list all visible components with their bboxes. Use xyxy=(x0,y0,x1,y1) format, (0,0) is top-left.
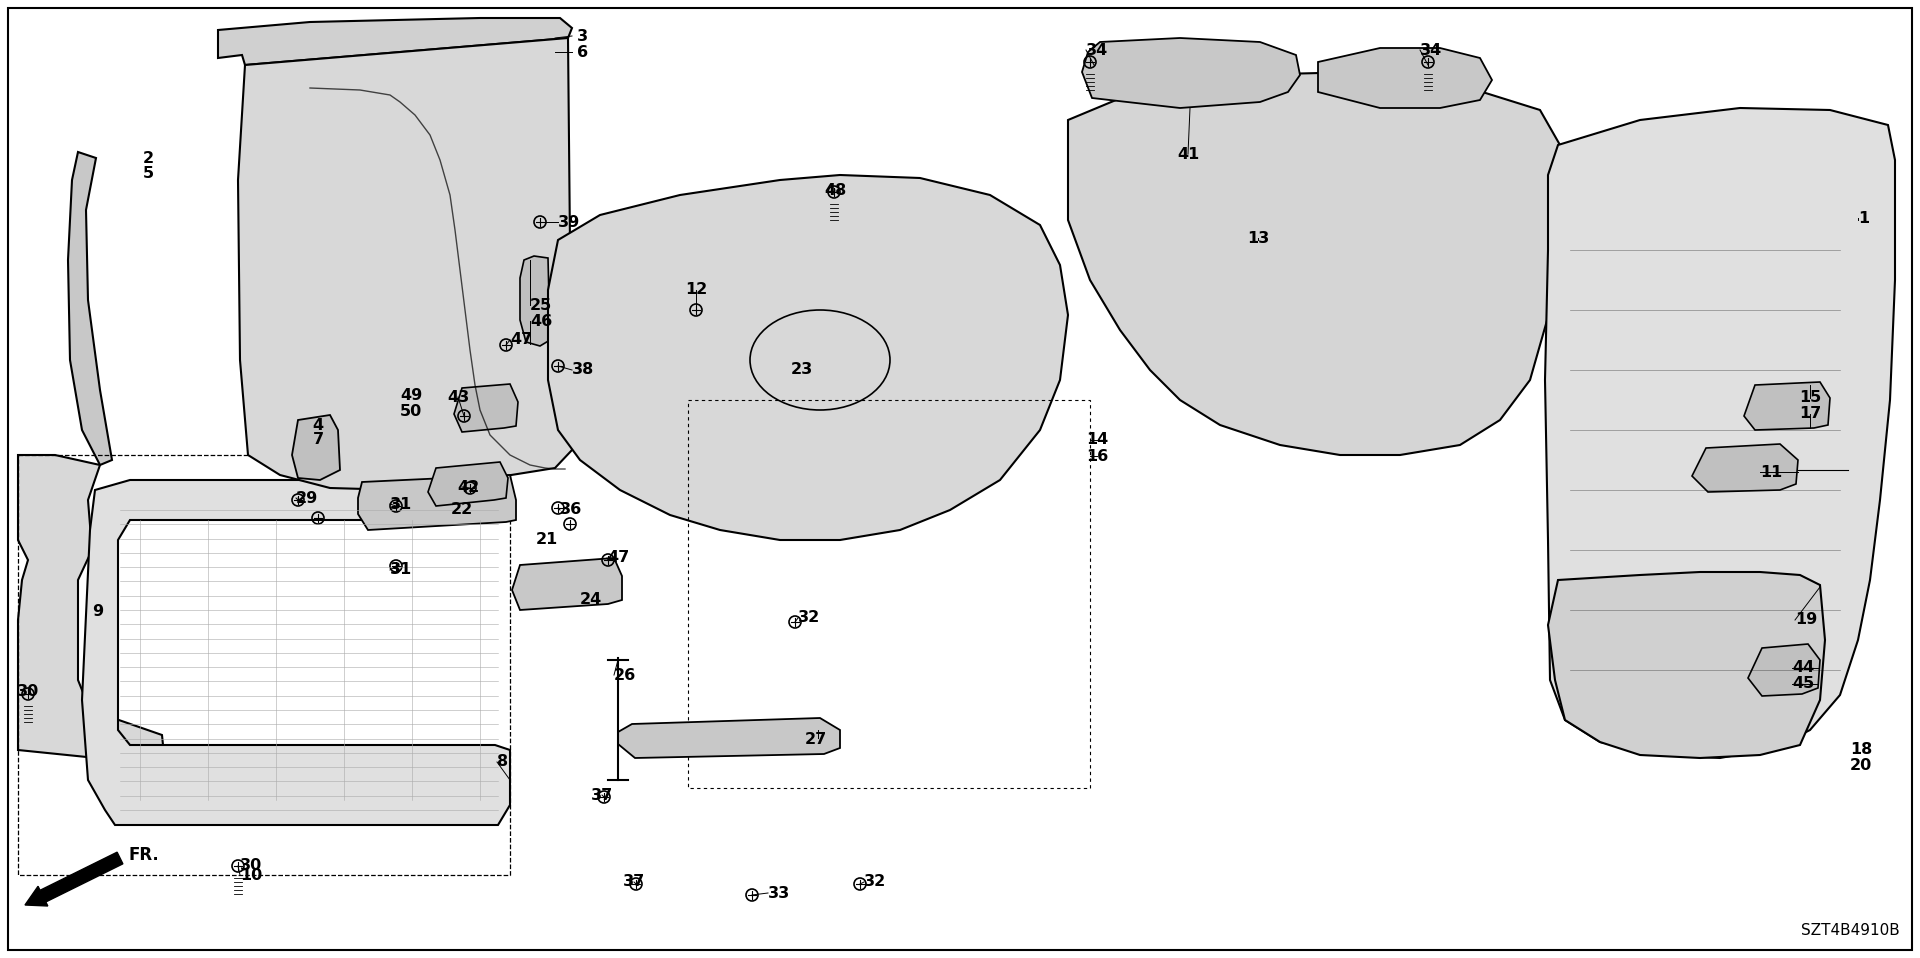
Text: 11: 11 xyxy=(1761,465,1782,480)
Text: 18: 18 xyxy=(1851,742,1872,758)
Text: 45: 45 xyxy=(1791,676,1814,692)
Text: 46: 46 xyxy=(530,313,553,329)
Polygon shape xyxy=(292,415,340,480)
Text: 34: 34 xyxy=(1087,42,1108,57)
Polygon shape xyxy=(1068,72,1559,455)
Text: 36: 36 xyxy=(561,503,582,517)
Polygon shape xyxy=(520,256,549,346)
Polygon shape xyxy=(219,18,572,65)
Text: 43: 43 xyxy=(447,390,468,404)
Text: 32: 32 xyxy=(799,610,820,626)
Text: 15: 15 xyxy=(1799,391,1822,405)
Text: 29: 29 xyxy=(296,490,319,506)
Polygon shape xyxy=(1317,48,1492,108)
Polygon shape xyxy=(1083,38,1300,108)
Text: 47: 47 xyxy=(607,551,630,565)
Text: 6: 6 xyxy=(578,44,588,59)
Polygon shape xyxy=(1548,572,1826,758)
Text: 5: 5 xyxy=(142,166,154,180)
Text: 44: 44 xyxy=(1791,660,1814,675)
Text: 20: 20 xyxy=(1851,759,1872,773)
Polygon shape xyxy=(17,455,165,765)
Text: 48: 48 xyxy=(824,183,847,197)
Text: 4: 4 xyxy=(313,418,324,432)
Polygon shape xyxy=(428,462,509,506)
Text: 10: 10 xyxy=(240,868,263,882)
Text: 41: 41 xyxy=(1177,147,1200,162)
Text: 17: 17 xyxy=(1799,406,1822,422)
Text: 31: 31 xyxy=(390,562,413,578)
Text: 22: 22 xyxy=(451,503,472,517)
Text: 19: 19 xyxy=(1795,612,1816,627)
Text: 30: 30 xyxy=(17,685,38,699)
Text: 32: 32 xyxy=(864,875,887,889)
Text: 42: 42 xyxy=(457,480,480,494)
Text: 33: 33 xyxy=(768,885,791,901)
Text: 39: 39 xyxy=(559,215,580,230)
Polygon shape xyxy=(83,480,511,825)
Text: 9: 9 xyxy=(92,604,104,620)
Text: 8: 8 xyxy=(497,755,509,769)
Text: 26: 26 xyxy=(614,668,636,682)
Polygon shape xyxy=(1692,444,1797,492)
Text: 23: 23 xyxy=(791,362,814,377)
Text: 14: 14 xyxy=(1087,432,1108,447)
Text: 47: 47 xyxy=(511,332,532,348)
Text: 1: 1 xyxy=(1859,211,1870,225)
Text: 24: 24 xyxy=(580,592,603,607)
Polygon shape xyxy=(1743,382,1830,430)
Text: 37: 37 xyxy=(622,875,645,889)
FancyArrow shape xyxy=(25,853,123,906)
Polygon shape xyxy=(1747,644,1820,696)
Polygon shape xyxy=(238,38,572,490)
Text: 34: 34 xyxy=(1421,42,1442,57)
Text: 3: 3 xyxy=(578,29,588,43)
Text: 21: 21 xyxy=(536,533,559,548)
Polygon shape xyxy=(67,152,111,465)
Text: 50: 50 xyxy=(399,403,422,419)
Polygon shape xyxy=(1546,108,1895,758)
Text: 12: 12 xyxy=(685,283,707,298)
Polygon shape xyxy=(513,558,622,610)
Text: 37: 37 xyxy=(591,787,612,803)
Polygon shape xyxy=(453,384,518,432)
Text: 49: 49 xyxy=(399,387,422,402)
Text: 16: 16 xyxy=(1087,448,1108,464)
Text: 13: 13 xyxy=(1246,231,1269,245)
Text: 31: 31 xyxy=(390,496,413,512)
Text: 27: 27 xyxy=(804,733,828,747)
Text: 25: 25 xyxy=(530,298,553,312)
Text: FR.: FR. xyxy=(129,846,159,864)
Polygon shape xyxy=(547,175,1068,540)
Polygon shape xyxy=(357,475,516,530)
Text: SZT4B4910B: SZT4B4910B xyxy=(1801,923,1901,938)
Text: 2: 2 xyxy=(142,150,154,166)
Text: 7: 7 xyxy=(313,432,324,447)
Polygon shape xyxy=(618,718,841,758)
Text: 30: 30 xyxy=(240,857,263,873)
Text: 38: 38 xyxy=(572,362,595,377)
